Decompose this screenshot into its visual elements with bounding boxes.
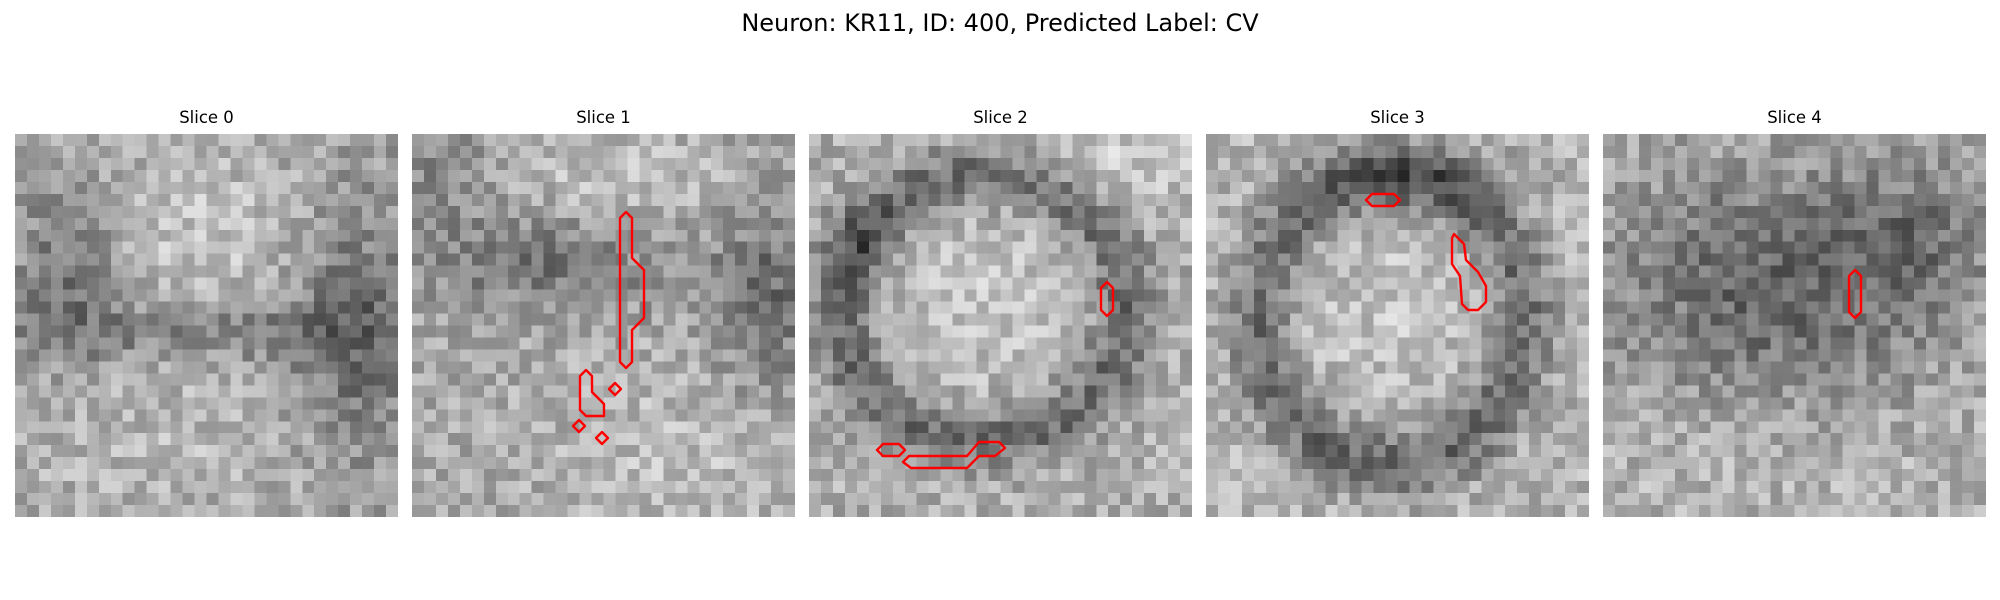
slice-title-2: Slice 2 [973,108,1028,127]
roi-contour [594,430,610,446]
slice-image-0 [15,134,398,517]
slice-title-0: Slice 0 [179,108,234,127]
roi-contour [875,442,907,458]
roi-contour [578,368,606,418]
slice-pixels-2 [809,134,1192,517]
roi-contour [571,418,587,434]
slice-pixels-3 [1206,134,1589,517]
roi-contour [1099,280,1115,318]
roi-contour [607,381,623,397]
slice-image-4 [1603,134,1986,517]
slice-title-4: Slice 4 [1767,108,1822,127]
slice-image-3 [1206,134,1589,517]
slice-pixels-0 [15,134,398,517]
roi-contour [618,210,646,370]
slice-pixels-1 [412,134,795,517]
slice-image-1 [412,134,795,517]
slice-title-1: Slice 1 [576,108,631,127]
slice-image-2 [809,134,1192,517]
roi-contour [901,440,1007,470]
roi-contour [1450,232,1488,312]
figure-title: Neuron: KR11, ID: 400, Predicted Label: … [741,9,1259,37]
roi-contour [1847,268,1863,320]
roi-contour [1364,192,1402,208]
slice-pixels-4 [1603,134,1986,517]
slice-title-3: Slice 3 [1370,108,1425,127]
